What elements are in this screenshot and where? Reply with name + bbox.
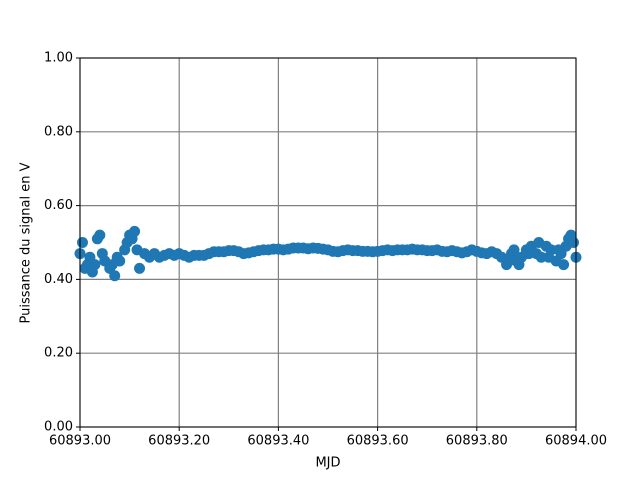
point [523,248,535,260]
point [126,233,138,245]
point [553,244,565,256]
y-tick-label: 0.80 [44,124,73,139]
point [96,248,108,260]
y-axis-label: Puissance du signal en V [19,162,34,323]
x-axis-label: MJD [315,456,340,471]
point [543,251,555,263]
point [91,233,103,245]
labels: 0.00 0.20 0.40 0.60 0.80 1.00 60893.00 60893.20… [44,51,607,449]
x-tick-label: 60894.00 [545,434,607,449]
point [508,244,520,256]
point [533,237,545,248]
point [111,251,123,263]
point [503,255,515,267]
plot-frame [79,57,577,428]
x-tick-label: 60893.40 [247,434,309,449]
point [513,259,525,271]
y-tick-label: 0.00 [44,420,73,435]
y-tick-label: 0.40 [44,272,73,287]
x-tick-label: 60893.00 [49,434,111,449]
x-tick-label: 60893.20 [148,434,210,449]
y-tick-label: 1.00 [44,51,73,66]
x-tick-label: 60893.80 [446,434,508,449]
y-tick-label: 0.20 [44,346,73,361]
point [86,266,98,278]
point [134,262,146,274]
points [74,225,582,282]
grid [79,57,577,428]
y-tick-label: 0.60 [44,198,73,213]
point [109,270,121,282]
x-tick-label: 60893.60 [347,434,409,449]
point [131,244,143,256]
point [558,259,570,271]
point [568,237,580,248]
point [76,237,88,248]
